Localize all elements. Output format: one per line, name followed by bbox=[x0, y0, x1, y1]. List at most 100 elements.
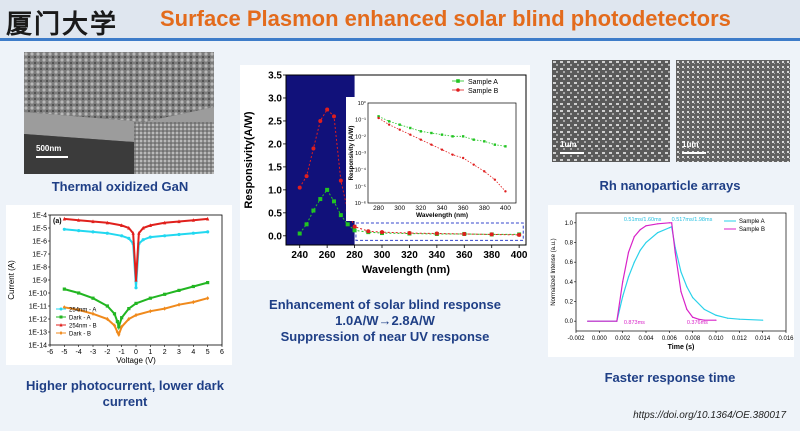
responsivity-chart-panel: 240 260 280 300 320 340 360 380 400 0.0 0.5 1.0 1.5 2… bbox=[240, 65, 530, 280]
x-tick-label: 300 bbox=[374, 250, 391, 261]
data-point bbox=[191, 218, 195, 222]
inset-data-point bbox=[377, 115, 380, 118]
y-axis-label: Normalized Intense (a.u.) bbox=[551, 238, 557, 305]
data-point bbox=[137, 231, 141, 235]
header-divider bbox=[0, 38, 800, 41]
data-point bbox=[311, 146, 316, 151]
data-point bbox=[311, 208, 316, 213]
x-tick-label: 0.016 bbox=[778, 336, 794, 342]
data-point bbox=[338, 178, 343, 183]
data-point bbox=[352, 224, 357, 229]
x-tick-label: 3 bbox=[177, 349, 181, 356]
inset-data-point bbox=[440, 148, 444, 151]
time-chart-svg: -0.002 0.000 0.002 0.004 0.006 0.008 0.010 0.01… bbox=[551, 212, 794, 351]
x-tick-label: 1 bbox=[148, 349, 152, 356]
data-point bbox=[148, 296, 152, 300]
inset-data-point bbox=[483, 170, 486, 173]
data-point bbox=[206, 281, 210, 285]
inset-y-tick-label: 10⁻³ bbox=[355, 151, 366, 157]
plot-frame bbox=[575, 212, 787, 332]
data-point bbox=[77, 291, 81, 295]
data-point bbox=[633, 236, 635, 238]
doi-reference: https://doi.org/10.1364/OE.380017 bbox=[633, 410, 786, 421]
data-point bbox=[191, 300, 195, 305]
series-line-0 bbox=[587, 225, 763, 322]
inset-data-point bbox=[398, 123, 401, 126]
x-axis-label: Time (s) bbox=[668, 344, 695, 351]
data-point bbox=[657, 232, 659, 234]
data-point bbox=[115, 320, 119, 324]
data-point bbox=[120, 316, 124, 320]
x-tick-label: -4 bbox=[76, 349, 82, 356]
x-tick-label: 280 bbox=[346, 250, 363, 261]
series-line-2 bbox=[64, 217, 208, 281]
data-point bbox=[297, 231, 302, 236]
data-point bbox=[692, 316, 694, 318]
legend-marker bbox=[456, 88, 460, 92]
scale-label: 500nm bbox=[36, 144, 62, 153]
inset-data-point bbox=[430, 131, 433, 135]
data-point bbox=[692, 296, 694, 299]
data-point bbox=[304, 222, 309, 227]
inset-data-point bbox=[451, 135, 454, 138]
y-tick-label: 0.2 bbox=[565, 300, 574, 306]
resp-caption-line3: Suppression of near UV response bbox=[280, 329, 490, 344]
data-point bbox=[91, 296, 95, 300]
data-point bbox=[297, 185, 302, 190]
legend-marker bbox=[59, 331, 63, 335]
data-point bbox=[148, 235, 152, 239]
data-point bbox=[134, 277, 138, 282]
x-tick-label: -0.002 bbox=[567, 336, 585, 342]
inset-y-tick-label: 10⁻⁶ bbox=[355, 200, 366, 207]
data-point bbox=[715, 314, 717, 316]
data-point bbox=[115, 329, 119, 335]
data-point bbox=[112, 323, 117, 328]
data-point bbox=[163, 292, 167, 296]
inset-y-axis-label: Responsivity (A/W) bbox=[349, 126, 355, 181]
inset-y-tick-label: 10⁻⁴ bbox=[355, 167, 367, 174]
data-point bbox=[489, 232, 494, 237]
x-tick-label: 0 bbox=[134, 349, 138, 356]
resp-caption: Enhancement of solar blind response 1.0A… bbox=[250, 297, 520, 345]
inset-data-point bbox=[493, 178, 497, 181]
annotation: 0.873ms bbox=[624, 320, 645, 326]
legend-marker bbox=[456, 79, 460, 83]
inset-frame bbox=[367, 102, 517, 204]
y-tick-label: 2.0 bbox=[268, 139, 282, 150]
data-point bbox=[127, 316, 131, 322]
data-point bbox=[680, 291, 682, 293]
x-tick-label: 0.000 bbox=[592, 336, 608, 342]
y-tick-label: 1E-7 bbox=[32, 252, 47, 259]
x-axis-label: Voltage (V) bbox=[116, 356, 156, 365]
inset-data-point bbox=[472, 163, 475, 166]
resp-caption-line2: 1.0A/W→2.8A/W bbox=[335, 313, 435, 328]
legend-marker bbox=[59, 323, 63, 327]
data-point bbox=[715, 319, 717, 321]
data-point bbox=[318, 118, 323, 123]
inset-y-tick-label: 10⁻¹ bbox=[355, 118, 366, 124]
data-point bbox=[703, 319, 705, 321]
rh-caption: Rh nanoparticle arrays bbox=[599, 178, 741, 193]
x-tick-label: 400 bbox=[511, 250, 528, 261]
legend-entry: Dark - A bbox=[69, 316, 91, 322]
x-tick-label: 0.004 bbox=[638, 336, 654, 342]
annotation: 0.376ms bbox=[687, 320, 708, 326]
y-tick-label: 1E-14 bbox=[28, 343, 47, 350]
data-point bbox=[318, 197, 323, 202]
data-point bbox=[345, 222, 350, 227]
y-axis-label: Current (A) bbox=[7, 260, 16, 300]
data-point bbox=[627, 276, 630, 278]
inset-data-point bbox=[398, 128, 401, 131]
y-tick-label: 1.0 bbox=[565, 221, 574, 227]
legend-entry: 254nm - A bbox=[69, 308, 96, 314]
y-tick-label: 1E-5 bbox=[32, 226, 47, 233]
data-point bbox=[177, 288, 181, 292]
inset-data-point bbox=[430, 143, 433, 146]
legend-entry: Sample B bbox=[739, 227, 765, 233]
y-tick-label: 1E-13 bbox=[28, 330, 47, 337]
inset-data-point bbox=[504, 145, 507, 148]
inset-y-tick-label: 10° bbox=[358, 101, 366, 107]
inset-x-tick-label: 300 bbox=[394, 205, 405, 212]
data-point bbox=[127, 307, 131, 311]
data-point bbox=[517, 232, 522, 237]
